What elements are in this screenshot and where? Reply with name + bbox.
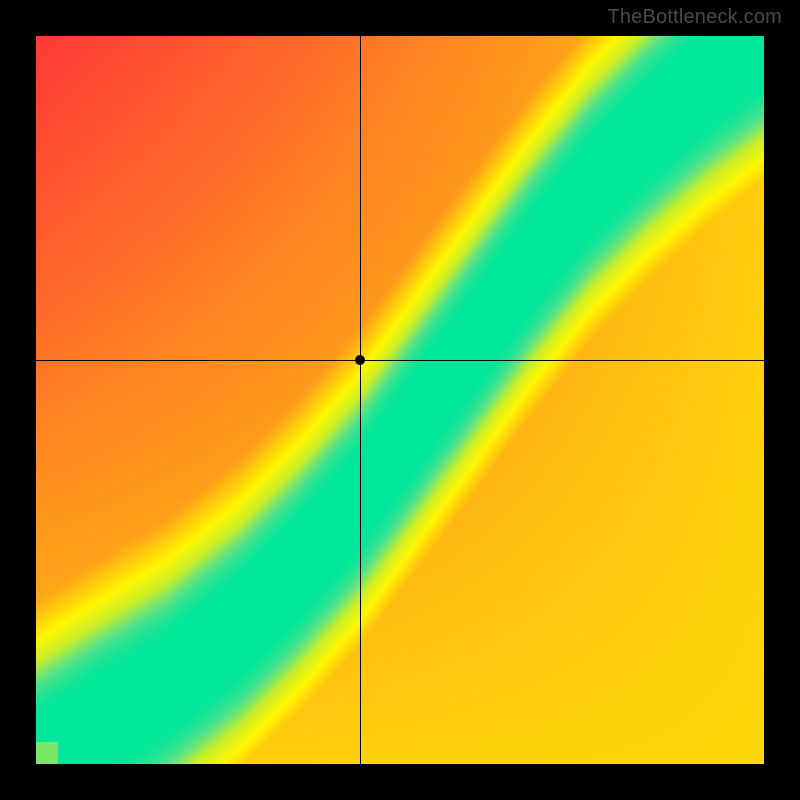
crosshair-marker-dot: [355, 355, 365, 365]
crosshair-vertical: [360, 36, 361, 764]
heatmap-canvas: [36, 36, 764, 764]
watermark-text: TheBottleneck.com: [607, 6, 782, 29]
heatmap-plot: [36, 36, 764, 764]
crosshair-horizontal: [36, 360, 764, 361]
